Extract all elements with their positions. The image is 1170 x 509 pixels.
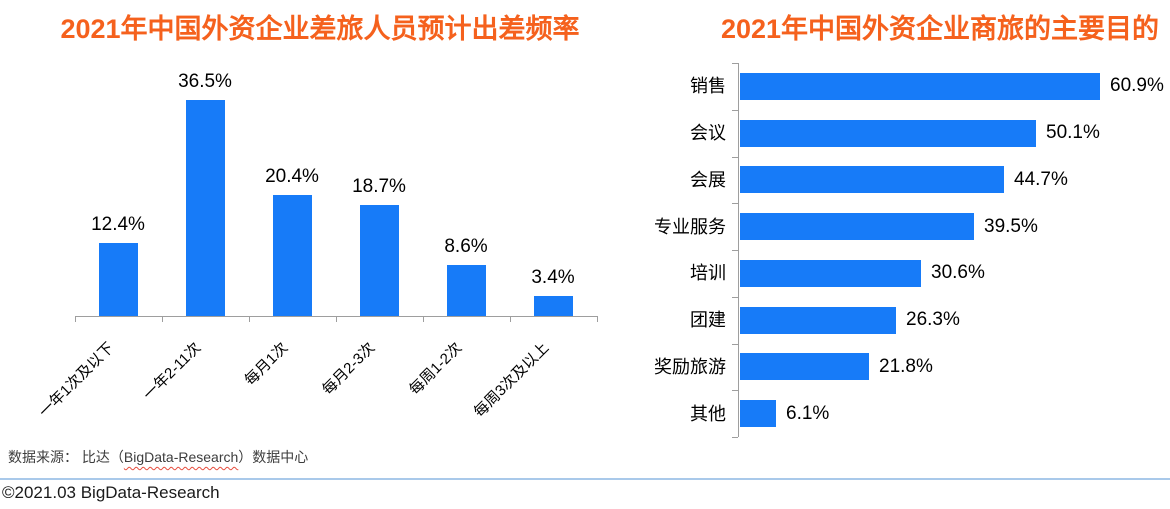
frequency-chart-title: 2021年中国外资企业差旅人员预计出差频率: [60, 14, 580, 44]
source-prefix: 数据来源： 比达（: [8, 449, 124, 465]
frequency-bar: [359, 205, 399, 316]
axis-tick: [509, 316, 511, 322]
category-label: 奖励旅游: [654, 356, 726, 377]
value-label: 44.7%: [1014, 168, 1068, 190]
axis-tick: [732, 437, 738, 438]
axis-tick: [732, 156, 738, 158]
axis-tick: [732, 390, 738, 392]
value-label: 50.1%: [1046, 122, 1100, 144]
axis-tick: [74, 316, 76, 322]
value-label: 30.6%: [931, 262, 985, 284]
data-source-note: 数据来源： 比达（BigData-Research）数据中心: [8, 448, 308, 466]
category-label: 专业服务: [654, 216, 726, 237]
axis-tick: [732, 109, 738, 111]
axis-tick: [732, 203, 738, 205]
value-label: 21.8%: [879, 355, 933, 377]
purpose-bar: [740, 400, 776, 428]
purpose-bar: [740, 259, 921, 287]
value-label: 18.7%: [352, 176, 406, 197]
purpose-bar: [740, 306, 896, 334]
purpose-bar: [740, 72, 1100, 100]
category-label: 团建: [690, 310, 726, 331]
frequency-bar: [533, 296, 573, 316]
purpose-bar: [740, 213, 974, 241]
source-suffix: ）数据中心: [238, 449, 309, 465]
category-label: 会展: [690, 169, 726, 190]
y-axis-line: [738, 63, 739, 437]
value-label: 39.5%: [984, 215, 1038, 237]
frequency-bar: [98, 243, 138, 316]
category-label: 培训: [690, 263, 726, 284]
frequency-bar: [446, 265, 486, 316]
value-label: 20.4%: [265, 166, 319, 187]
value-label: 3.4%: [531, 267, 575, 288]
category-label: 会议: [690, 123, 726, 144]
frequency-bar: [272, 195, 312, 316]
axis-tick: [248, 316, 250, 322]
purpose-bar: [740, 166, 1004, 194]
source-brand-spellchecked: BigData-Research: [123, 449, 239, 465]
purpose-bar: [740, 119, 1036, 147]
axis-tick: [732, 296, 738, 298]
footer-divider: [0, 478, 1170, 480]
axis-tick: [335, 316, 337, 322]
value-label: 8.6%: [444, 236, 488, 257]
frequency-bar: [185, 100, 225, 316]
axis-tick: [732, 343, 738, 345]
value-label: 26.3%: [906, 309, 960, 331]
purpose-bar: [740, 353, 869, 381]
value-label: 60.9%: [1110, 75, 1164, 97]
value-label: 36.5%: [178, 71, 232, 92]
purpose-chart-title: 2021年中国外资企业商旅的主要目的: [720, 14, 1160, 44]
category-label: 销售: [690, 76, 726, 97]
axis-tick: [732, 63, 738, 64]
axis-tick: [732, 250, 738, 251]
axis-tick: [596, 316, 598, 322]
value-label: 6.1%: [786, 402, 830, 424]
copyright-text: ©2021.03 BigData-Research: [2, 483, 220, 502]
value-label: 12.4%: [91, 214, 145, 235]
axis-tick: [161, 316, 163, 322]
axis-tick: [422, 316, 424, 322]
category-label: 其他: [690, 403, 726, 424]
